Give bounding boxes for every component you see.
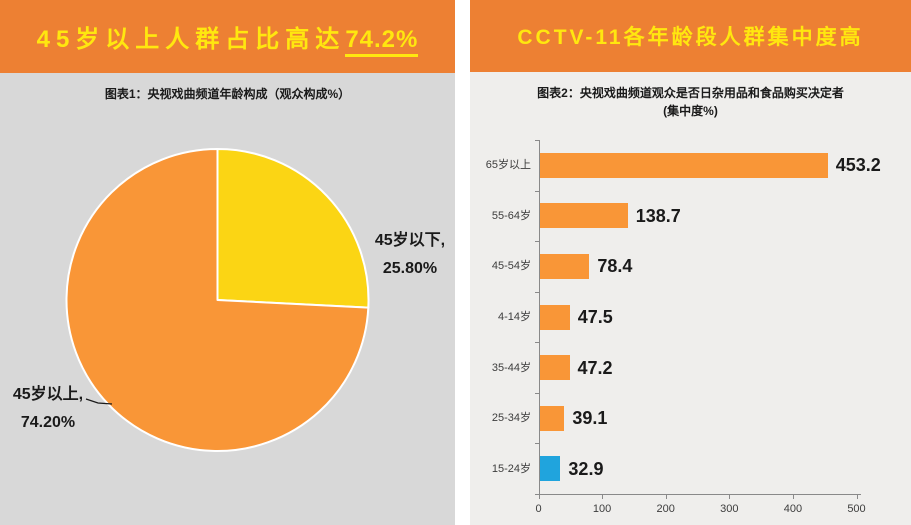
value-axis-tick — [729, 495, 731, 499]
pie-panel: 45岁以上人群占比高达74.2% 图表1：央视戏曲频道年龄构成（观众构成%） 4… — [0, 0, 455, 525]
pie-banner-prefix: 45岁以上人群占比高达 — [36, 26, 346, 53]
category-axis-tick — [534, 291, 539, 293]
category-axis-tick — [534, 140, 539, 141]
value-axis-tick-label: 400 — [783, 503, 803, 515]
pie-label-below-45: 45岁以下, 25.80% — [364, 227, 456, 283]
value-axis-tick-label: 0 — [535, 503, 542, 515]
category-axis-tick — [534, 392, 539, 394]
pie-label-below-45-name: 45岁以下, — [374, 232, 446, 249]
bar-35-44岁 — [539, 355, 570, 381]
value-axis-tick — [602, 495, 604, 499]
bar-category-label: 4-14岁 — [497, 311, 531, 323]
bar-category-label: 35-44岁 — [491, 361, 531, 374]
panel-divider — [455, 0, 470, 525]
pie-chart-title: 图表1：央视戏曲频道年龄构成（观众构成%） — [104, 87, 351, 101]
value-axis-tick — [665, 495, 667, 499]
bar-15-24岁 — [539, 456, 561, 482]
bar-chart: 65岁以上 453.2 55-64岁 138.7 45-54岁 78.4 4-14岁 47.5… — [470, 0, 911, 525]
bar-45-54岁 — [539, 253, 590, 279]
bar-value-label: 78.4 — [597, 256, 633, 277]
category-axis-tick — [534, 190, 539, 192]
value-axis-line — [538, 494, 861, 495]
pie-slice-45岁以下 — [216, 148, 370, 309]
value-axis-tick-label: 200 — [656, 503, 675, 515]
bar-banner-headline: CCTV-11各年龄段人群集中度高 — [517, 26, 864, 49]
pie-label-above-45-name: 45岁以上, — [12, 386, 84, 403]
bar-value-label: 32.9 — [568, 458, 604, 479]
value-axis-tick-label: 500 — [847, 503, 866, 515]
bar-value-label: 453.2 — [835, 155, 881, 176]
pie-label-above-45-value: 74.20% — [20, 414, 76, 431]
value-axis-tick-label: 100 — [592, 503, 612, 515]
bar-chart-title: 图表2：央视戏曲频道观众是否日杂用品和食品购买决定者 (集中度%) — [470, 84, 911, 120]
value-axis-tick-label: 300 — [720, 503, 739, 515]
pie-label-above-45: 45岁以上, 74.20% — [0, 381, 96, 437]
value-axis-tick — [538, 495, 540, 499]
category-axis-line — [538, 140, 540, 495]
bar-value-label: 138.7 — [635, 205, 681, 226]
category-axis-tick — [534, 494, 539, 495]
bar-category-label: 15-24岁 — [491, 462, 531, 475]
bar-65岁以上 — [539, 152, 828, 178]
bar-value-label: 47.5 — [577, 307, 613, 327]
bar-4-14岁 — [539, 304, 570, 330]
pie-chart — [65, 148, 370, 452]
category-axis-tick — [534, 342, 539, 344]
bar-category-label: 45-54岁 — [491, 260, 531, 273]
pie-banner-headline: 45岁以上人群占比高达74.2% — [36, 19, 419, 57]
pie-label-below-45-value: 25.80% — [382, 260, 438, 277]
pie-panel-banner: 45岁以上人群占比高达74.2% — [0, 0, 455, 73]
value-axis-tick — [792, 495, 794, 499]
bar-category-label: 25-34岁 — [491, 412, 531, 425]
bar-category-label: 55-64岁 — [491, 209, 531, 222]
category-axis-tick — [534, 241, 539, 243]
bar-55-64岁 — [539, 203, 628, 229]
category-axis-tick — [534, 443, 539, 445]
bar-value-label: 47.2 — [577, 357, 613, 378]
pie-slices — [65, 148, 370, 452]
bar-value-label: 39.1 — [572, 408, 608, 429]
bar-chart-title-line1: 图表2：央视戏曲频道观众是否日杂用品和食品购买决定者 — [537, 86, 844, 100]
bar-panel-banner: CCTV-11各年龄段人群集中度高 — [470, 0, 911, 72]
bar-25-34岁 — [539, 405, 565, 431]
bar-panel: CCTV-11各年龄段人群集中度高 图表2：央视戏曲频道观众是否日杂用品和食品购… — [470, 0, 911, 525]
value-axis-tick — [856, 495, 858, 499]
bar-category-label: 65岁以上 — [485, 159, 531, 172]
bar-chart-title-line2: (集中度%) — [663, 104, 718, 118]
pie-banner-highlight: 74.2% — [345, 26, 419, 57]
pie-leader-line — [85, 398, 113, 405]
